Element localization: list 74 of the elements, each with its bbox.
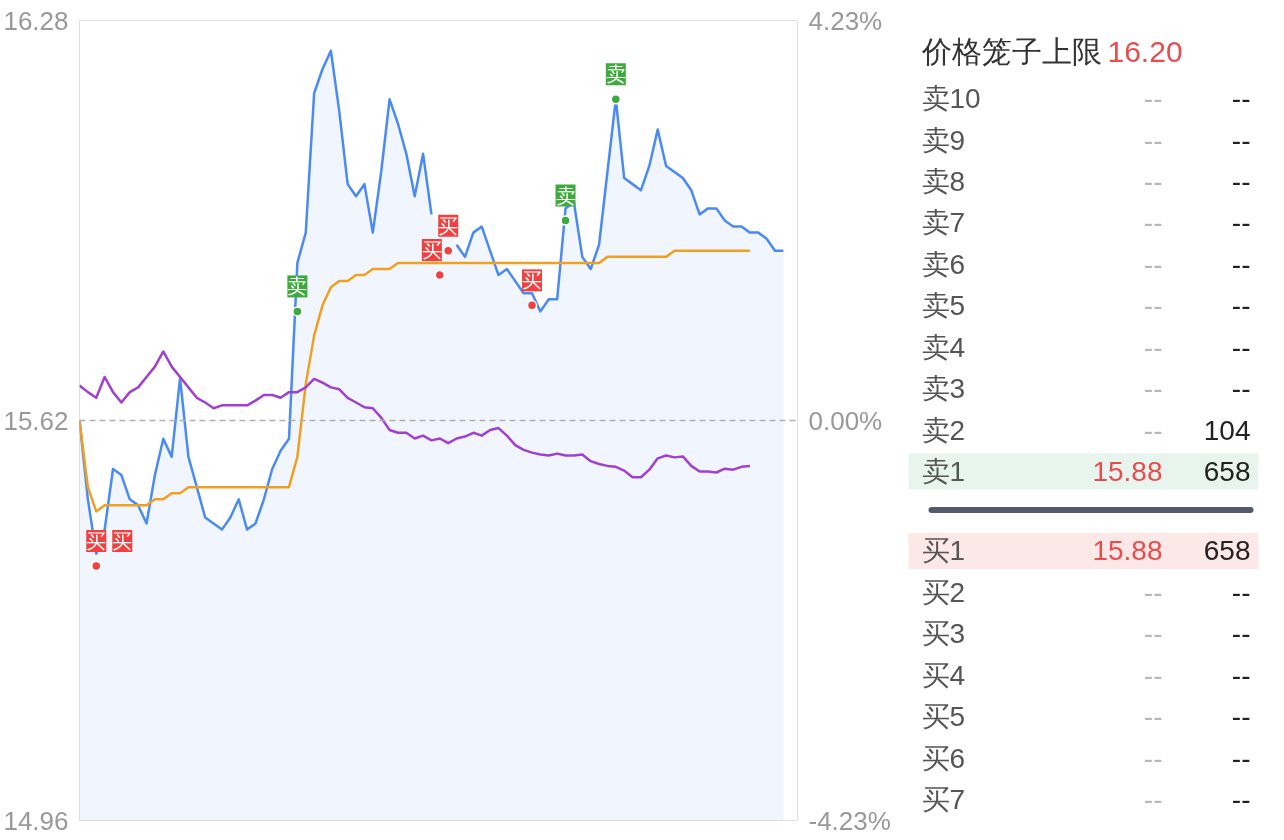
category-label: 卖4 — [921, 331, 966, 363]
annotation: 买 — [522, 269, 543, 292]
point — [560, 215, 571, 226]
text: 价格笼子上限 — [920, 35, 1102, 69]
text: -- — [1143, 290, 1163, 322]
point — [91, 560, 102, 572]
text: 16.20 — [1107, 34, 1183, 68]
category-label: 买5 — [921, 701, 966, 733]
text: 15.88 — [1092, 535, 1163, 567]
category-label: 买7 — [921, 784, 966, 816]
text: -- — [1231, 784, 1251, 816]
text: -- — [1143, 414, 1163, 446]
text: -- — [1231, 373, 1251, 405]
y2-tick-label: 0.00% — [808, 405, 883, 436]
category-label: 买2 — [921, 576, 966, 608]
text: -- — [1231, 659, 1251, 691]
text: -- — [1231, 618, 1251, 650]
annotation: 买 — [112, 529, 133, 552]
point — [434, 269, 446, 281]
category-label: 卖9 — [921, 124, 966, 156]
category-label: 买3 — [921, 618, 966, 650]
text: -- — [1231, 248, 1251, 280]
category-label: 卖8 — [921, 165, 966, 197]
annotation: 卖 — [287, 275, 308, 298]
text: -- — [1231, 83, 1251, 115]
annotation: 卖 — [555, 184, 576, 207]
text: -- — [1231, 701, 1251, 733]
text: 104 — [1203, 414, 1251, 446]
text: -- — [1231, 290, 1251, 322]
text: -- — [1231, 207, 1251, 239]
annotation: 买 — [438, 214, 459, 237]
text: -- — [1231, 331, 1251, 363]
annotation: 买 — [421, 239, 442, 262]
y-tick-label: 14.96 — [3, 805, 69, 836]
text: 658 — [1203, 535, 1251, 567]
category-label: 卖2 — [921, 414, 966, 446]
text: -- — [1143, 784, 1163, 816]
text: -- — [1143, 659, 1163, 691]
y-tick-label: 15.62 — [3, 405, 69, 436]
category-label: 买1 — [921, 535, 966, 567]
text: -- — [1231, 576, 1251, 608]
text: -- — [1143, 248, 1163, 280]
annotation: 卖 — [605, 63, 626, 86]
text: -- — [1143, 373, 1163, 405]
text: -- — [1143, 331, 1163, 363]
text: -- — [1143, 576, 1163, 608]
point — [442, 245, 454, 257]
category-label: 买4 — [921, 659, 966, 691]
y2-tick-label: -4.23% — [808, 805, 891, 836]
text: 658 — [1203, 455, 1251, 487]
text: -- — [1143, 83, 1163, 115]
line-series — [79, 350, 752, 479]
y-tick-label: 16.28 — [3, 5, 69, 36]
text: -- — [1231, 124, 1251, 156]
point — [526, 300, 538, 311]
y2-tick-label: 4.23% — [808, 5, 883, 36]
category-label: 卖6 — [921, 248, 966, 280]
text: 15.88 — [1092, 455, 1163, 487]
category-label: 卖7 — [921, 207, 966, 239]
category-label: 卖1 — [921, 455, 966, 487]
category-label: 卖5 — [921, 290, 966, 322]
text: -- — [1143, 618, 1163, 650]
text: -- — [1231, 165, 1251, 197]
annotation: 买 — [86, 529, 107, 552]
text: -- — [1143, 701, 1163, 733]
text: -- — [1231, 742, 1251, 774]
text: -- — [1143, 742, 1163, 774]
category-label: 卖3 — [921, 373, 966, 405]
text: -- — [1143, 165, 1163, 197]
point — [292, 306, 303, 317]
text: -- — [1143, 124, 1163, 156]
category-label: 卖10 — [921, 83, 981, 115]
text: -- — [1143, 207, 1163, 239]
category-label: 买6 — [921, 742, 966, 774]
